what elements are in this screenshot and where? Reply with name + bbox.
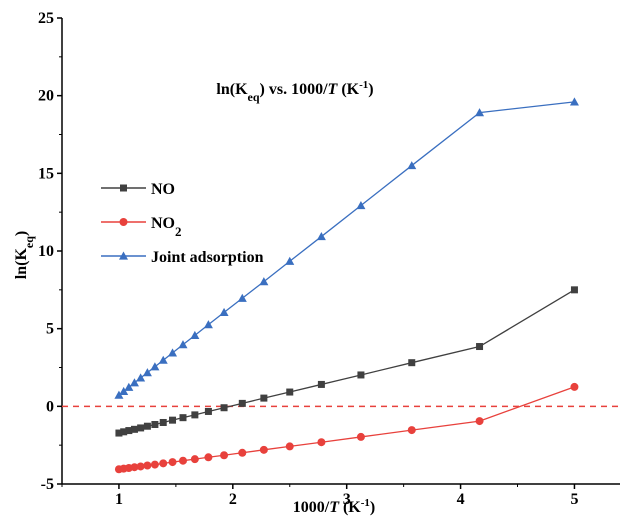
data-point — [221, 404, 228, 411]
y-tick-label: 15 — [38, 165, 54, 182]
chart-annotation: ln(Keq) vs. 1000/T (K-1) — [216, 79, 373, 104]
series-line-1 — [119, 387, 575, 469]
y-tick-label: -5 — [41, 476, 54, 493]
data-point — [179, 457, 187, 465]
data-point — [169, 417, 176, 424]
data-point — [204, 453, 212, 461]
data-point — [160, 419, 167, 426]
data-point — [151, 421, 158, 428]
data-point — [137, 424, 144, 431]
data-point — [238, 449, 246, 457]
y-axis-title: ln(Keq) — [13, 231, 36, 279]
x-tick-label: 2 — [229, 491, 237, 508]
x-tick-label: 1 — [115, 491, 123, 508]
data-point — [131, 426, 138, 433]
data-point — [205, 408, 212, 415]
data-point — [357, 433, 365, 441]
x-tick-label: 4 — [457, 491, 465, 508]
data-point — [476, 417, 484, 425]
data-point — [144, 423, 151, 430]
data-point — [357, 371, 364, 378]
data-point — [260, 395, 267, 402]
y-tick-label: 10 — [38, 243, 54, 260]
data-point — [260, 446, 268, 454]
data-point — [169, 458, 177, 466]
data-point — [220, 308, 229, 316]
data-point — [151, 461, 159, 469]
legend-label: NO2 — [151, 215, 182, 239]
legend: NO NO2 Joint adsorption — [101, 181, 264, 266]
data-point — [571, 286, 578, 293]
x-tick-label: 5 — [570, 491, 578, 508]
y-tick-label: 25 — [38, 10, 54, 27]
data-point — [286, 442, 294, 450]
data-point — [570, 97, 579, 105]
data-point — [570, 383, 578, 391]
legend-marker — [120, 218, 128, 226]
data-point — [136, 373, 145, 381]
data-point — [191, 411, 198, 418]
data-point — [408, 426, 416, 434]
legend-marker — [120, 185, 127, 192]
data-point — [143, 462, 151, 470]
data-point — [137, 462, 145, 470]
data-point — [238, 294, 247, 302]
legend-label: Joint adsorption — [151, 249, 264, 266]
data-point — [318, 381, 325, 388]
data-point — [408, 359, 415, 366]
data-point — [220, 451, 228, 459]
y-tick-label: 5 — [46, 321, 54, 338]
x-axis-title: 1000/T (K-1) — [293, 497, 376, 516]
data-point — [191, 455, 199, 463]
y-tick-label: 0 — [46, 398, 54, 415]
legend-label: NO — [151, 181, 175, 198]
data-point — [286, 389, 293, 396]
data-point — [159, 459, 167, 467]
data-point — [239, 400, 246, 407]
data-point — [285, 257, 294, 265]
data-point — [179, 414, 186, 421]
y-tick-label: 20 — [38, 88, 54, 105]
data-point — [317, 438, 325, 446]
data-point — [476, 343, 483, 350]
